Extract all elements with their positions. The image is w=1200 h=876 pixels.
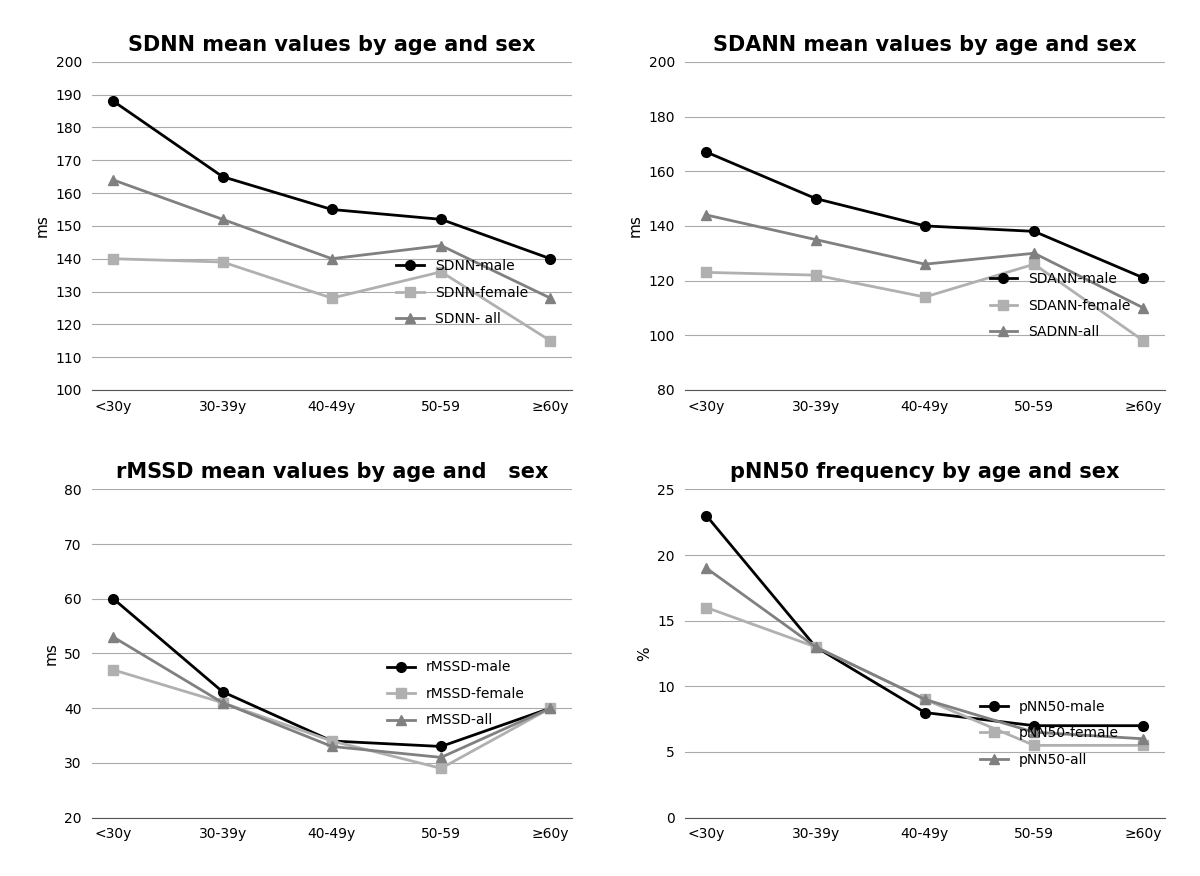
- Line: rMSSD-female: rMSSD-female: [108, 665, 556, 774]
- pNN50-male: [809, 641, 823, 652]
- rMSSD-male: [325, 736, 340, 746]
- SDNN- all: [106, 174, 120, 185]
- pNN50-male: [1027, 720, 1042, 731]
- Y-axis label: %: %: [637, 646, 652, 661]
- pNN50-male: [918, 707, 932, 717]
- Line: rMSSD-all: rMSSD-all: [108, 632, 556, 762]
- SDNN-male: [106, 96, 120, 107]
- SDANN-female: [809, 270, 823, 280]
- SDANN-male: [700, 147, 714, 158]
- SADNN-all: [700, 209, 714, 220]
- SDNN- all: [544, 293, 558, 303]
- SDNN-male: [544, 253, 558, 264]
- pNN50-female: [809, 641, 823, 652]
- Title: SDANN mean values by age and sex: SDANN mean values by age and sex: [713, 35, 1136, 54]
- SADNN-all: [1136, 303, 1151, 314]
- pNN50-all: [1136, 733, 1151, 744]
- rMSSD-male: [544, 703, 558, 713]
- Line: rMSSD-male: rMSSD-male: [108, 594, 556, 752]
- Y-axis label: ms: ms: [43, 642, 59, 665]
- Y-axis label: ms: ms: [35, 215, 49, 237]
- SDANN-female: [1136, 336, 1151, 346]
- SDNN-female: [544, 336, 558, 346]
- rMSSD-female: [544, 703, 558, 713]
- SDANN-female: [1027, 259, 1042, 270]
- pNN50-male: [1136, 720, 1151, 731]
- Line: SDANN-female: SDANN-female: [702, 259, 1148, 346]
- Title: SDNN mean values by age and sex: SDNN mean values by age and sex: [128, 35, 535, 54]
- Title: rMSSD mean values by age and   sex: rMSSD mean values by age and sex: [115, 463, 548, 483]
- rMSSD-male: [434, 741, 449, 752]
- pNN50-all: [1027, 727, 1042, 738]
- rMSSD-male: [106, 594, 120, 604]
- SDANN-male: [809, 194, 823, 204]
- SDNN-male: [216, 172, 230, 182]
- SDANN-male: [918, 221, 932, 231]
- Title: pNN50 frequency by age and sex: pNN50 frequency by age and sex: [730, 463, 1120, 483]
- Legend: rMSSD-male, rMSSD-female, rMSSD-all: rMSSD-male, rMSSD-female, rMSSD-all: [386, 661, 524, 727]
- Line: pNN50-female: pNN50-female: [702, 603, 1148, 750]
- rMSSD-female: [216, 697, 230, 708]
- Line: SADNN-all: SADNN-all: [702, 210, 1148, 313]
- Line: pNN50-male: pNN50-male: [702, 511, 1148, 731]
- rMSSD-female: [434, 763, 449, 774]
- rMSSD-female: [325, 736, 340, 746]
- Line: SDNN-male: SDNN-male: [108, 96, 556, 264]
- Line: SDNN-female: SDNN-female: [108, 254, 556, 346]
- SDNN-female: [325, 293, 340, 303]
- pNN50-female: [918, 694, 932, 704]
- Legend: pNN50-male, pNN50-female, pNN50-all: pNN50-male, pNN50-female, pNN50-all: [980, 700, 1118, 766]
- SADNN-all: [1027, 248, 1042, 258]
- pNN50-female: [1027, 740, 1042, 751]
- SDANN-female: [700, 267, 714, 278]
- rMSSD-female: [106, 665, 120, 675]
- rMSSD-all: [216, 697, 230, 708]
- SDNN-female: [434, 266, 449, 277]
- SDANN-male: [1027, 226, 1042, 237]
- pNN50-all: [700, 563, 714, 574]
- SDNN- all: [216, 214, 230, 224]
- Line: pNN50-all: pNN50-all: [702, 563, 1148, 744]
- SDNN-male: [325, 204, 340, 215]
- pNN50-all: [809, 641, 823, 652]
- SDNN- all: [325, 253, 340, 264]
- SDNN-female: [216, 257, 230, 267]
- SDANN-female: [918, 292, 932, 302]
- SADNN-all: [809, 234, 823, 244]
- SDANN-male: [1136, 272, 1151, 283]
- SDNN-male: [434, 214, 449, 224]
- pNN50-all: [918, 694, 932, 704]
- rMSSD-all: [106, 632, 120, 642]
- pNN50-male: [700, 511, 714, 521]
- Legend: SDNN-male, SDNN-female, SDNN- all: SDNN-male, SDNN-female, SDNN- all: [396, 259, 528, 326]
- Legend: SDANN-male, SDANN-female, SADNN-all: SDANN-male, SDANN-female, SADNN-all: [990, 272, 1130, 339]
- pNN50-female: [700, 603, 714, 613]
- SADNN-all: [918, 259, 932, 270]
- Line: SDANN-male: SDANN-male: [702, 147, 1148, 283]
- SDNN- all: [434, 240, 449, 251]
- pNN50-female: [1136, 740, 1151, 751]
- Y-axis label: ms: ms: [628, 215, 643, 237]
- rMSSD-male: [216, 687, 230, 697]
- rMSSD-all: [325, 741, 340, 752]
- Line: SDNN- all: SDNN- all: [108, 175, 556, 303]
- SDNN-female: [106, 253, 120, 264]
- rMSSD-all: [544, 703, 558, 713]
- rMSSD-all: [434, 752, 449, 763]
